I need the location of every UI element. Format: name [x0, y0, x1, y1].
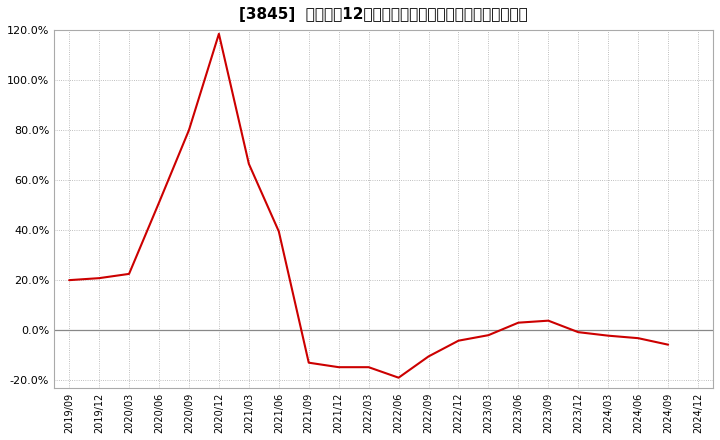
Title: [3845]  売上高の12か月移動合計の対前年同期増減率の推移: [3845] 売上高の12か月移動合計の対前年同期増減率の推移 — [239, 7, 528, 22]
